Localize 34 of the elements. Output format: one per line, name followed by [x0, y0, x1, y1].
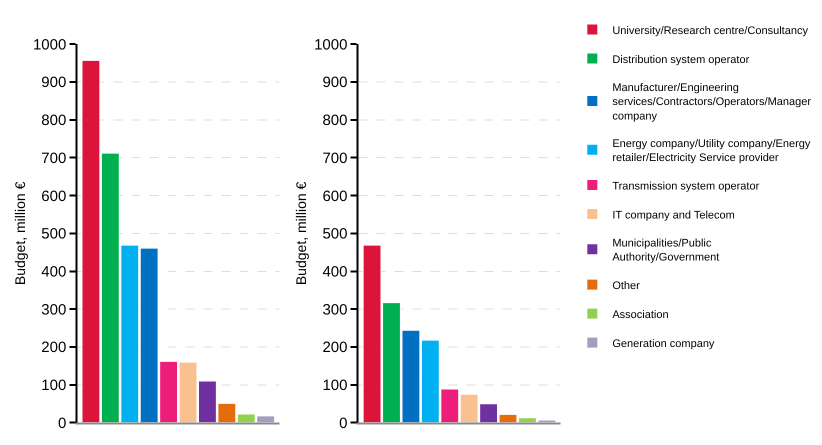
legend-label: University/Research centre/Consultancy — [612, 24, 808, 37]
y-tick-label: 400 — [322, 264, 348, 281]
y-tick-label: 800 — [41, 112, 66, 130]
legend-label: Energy company/Utility company/Energy retailer/Electricity Service provider — [612, 138, 811, 164]
y-axis-title: Budget, million € — [12, 181, 28, 286]
y-tick-label: 100 — [322, 377, 348, 394]
y-axis-title: Budget, million € — [293, 181, 310, 286]
legend-label: Municipalities/Public Authority/Government — [612, 237, 720, 264]
y-tick-label: 500 — [41, 226, 66, 243]
y-tick-label: 600 — [41, 188, 66, 205]
y-tick-label: 600 — [322, 188, 348, 205]
y-tick-label: 500 — [322, 226, 348, 243]
y-tick-label: 700 — [322, 150, 348, 167]
y-tick-label: 300 — [322, 301, 348, 318]
y-tick-label: 0 — [58, 414, 66, 432]
legend-label: Generation company — [612, 338, 715, 350]
legend-label: Distribution system operator — [612, 54, 750, 66]
legend-label: Association — [612, 308, 669, 321]
y-tick-label: 700 — [41, 150, 66, 167]
y-tick-label: 400 — [41, 264, 66, 281]
y-tick-label: 100 — [41, 377, 66, 394]
legend-label: IT company and Telecom — [612, 209, 735, 222]
legend-label: Manufacturer/Engineering services/Contractors/Operators/Manager company — [612, 82, 812, 123]
y-tick-label: 1000 — [314, 36, 348, 54]
y-tick-label: 1000 — [32, 36, 66, 54]
y-tick-label: 900 — [41, 74, 66, 92]
legend-label: Transmission system operator — [612, 180, 760, 192]
y-tick-label: 0 — [339, 414, 348, 432]
y-tick-label: 200 — [322, 339, 348, 356]
y-tick-label: 800 — [322, 112, 348, 130]
y-tick-label: 900 — [322, 74, 348, 92]
y-tick-label: 200 — [41, 339, 66, 356]
y-tick-label: 300 — [41, 301, 66, 318]
legend-label: Other — [612, 280, 640, 292]
